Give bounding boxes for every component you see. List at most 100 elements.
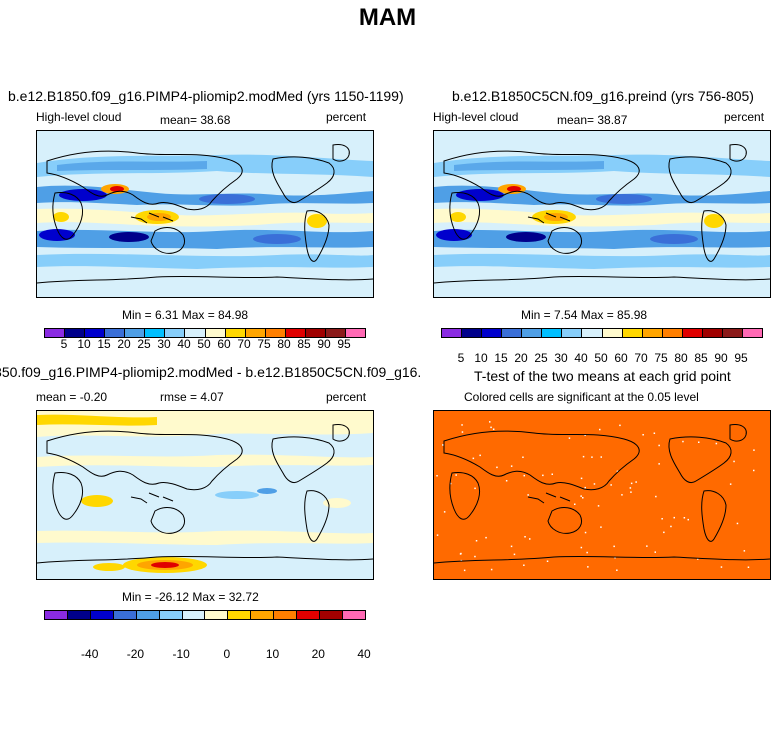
- colorbar-tick-label: 70: [634, 351, 648, 365]
- nonsignificant-cell: [629, 487, 632, 489]
- panel2-map: [433, 130, 771, 298]
- nonsignificant-cell: [591, 456, 593, 458]
- colorbar-swatch: [67, 611, 91, 619]
- nonsignificant-cell: [621, 494, 623, 496]
- colorbar-tick-label: -10: [172, 647, 190, 661]
- nonsignificant-cell: [436, 534, 439, 536]
- nonsignificant-cell: [697, 558, 699, 560]
- panel1-map: [36, 130, 374, 298]
- nonsignificant-cell: [614, 556, 616, 559]
- nonsignificant-cell: [463, 569, 466, 572]
- colorbar-swatch: [482, 329, 503, 337]
- colorbar-swatch: [265, 329, 286, 337]
- colorbar-tick-label: 25: [137, 337, 151, 351]
- colorbar-tick-label: 15: [494, 351, 508, 365]
- nonsignificant-cell: [582, 497, 584, 499]
- colorbar-swatch: [642, 329, 663, 337]
- nonsignificant-cell: [529, 538, 531, 540]
- colorbar-swatch: [582, 329, 603, 337]
- nonsignificant-cell: [654, 551, 656, 553]
- nonsignificant-cell: [496, 466, 498, 469]
- nonsignificant-cell: [646, 545, 648, 547]
- nonsignificant-cell: [619, 424, 621, 427]
- panel1-colorbar: [44, 328, 366, 338]
- panel1-map-svg: [37, 131, 373, 297]
- nonsignificant-cell: [580, 495, 582, 497]
- nonsignificant-cell: [449, 482, 452, 485]
- colorbar-swatch: [182, 611, 206, 619]
- colorbar-swatch: [542, 329, 563, 337]
- nonsignificant-cell: [490, 426, 492, 429]
- nonsignificant-cell: [593, 483, 596, 485]
- nonsignificant-cell: [753, 449, 755, 451]
- nonsignificant-cell: [729, 483, 732, 485]
- colorbar-swatch: [682, 329, 703, 337]
- colorbar-swatch: [125, 329, 146, 337]
- panel1-title: b.e12.B1850.f09_g16.PIMP4-pliomip2.modMe…: [8, 88, 404, 104]
- nonsignificant-cell: [642, 434, 644, 436]
- colorbar-swatch: [305, 329, 326, 337]
- panel2-map-svg: [434, 131, 770, 297]
- panel2-min-max: Min = 7.54 Max = 85.98: [521, 308, 648, 322]
- nonsignificant-cell: [658, 444, 660, 447]
- nonsignificant-cell: [492, 428, 495, 430]
- nonsignificant-cell: [568, 437, 571, 439]
- nonsignificant-cell: [635, 481, 637, 483]
- colorbar-swatch: [274, 611, 298, 619]
- colorbar-tick-label: 30: [554, 351, 568, 365]
- colorbar-tick-label: 0: [223, 647, 231, 661]
- colorbar-swatch: [702, 329, 723, 337]
- nonsignificant-cell: [747, 566, 750, 568]
- colorbar-swatch: [225, 329, 246, 337]
- panel1-field-label: High-level cloud: [36, 110, 122, 124]
- nonsignificant-cell: [546, 560, 549, 562]
- colorbar-tick-label: 50: [594, 351, 608, 365]
- panel2-title: b.e12.B1850C5CN.f09_g16.preind (yrs 756-…: [452, 88, 754, 104]
- nonsignificant-cell: [574, 503, 576, 505]
- colorbar-swatch: [602, 329, 623, 337]
- panel2-units: percent: [724, 110, 765, 124]
- colorbar-tick-label: 10: [265, 647, 280, 661]
- nonsignificant-cell: [523, 564, 525, 566]
- nonsignificant-cell: [479, 454, 481, 457]
- nonsignificant-cell: [584, 434, 586, 436]
- colorbar-swatch: [442, 329, 463, 337]
- nonsignificant-cell: [436, 475, 438, 477]
- nonsignificant-cell: [586, 551, 588, 554]
- nonsignificant-cell: [510, 545, 513, 548]
- nonsignificant-cell: [490, 568, 493, 571]
- colorbar-tick-label: 75: [654, 351, 668, 365]
- colorbar-swatch: [297, 611, 321, 619]
- nonsignificant-cell: [505, 480, 508, 482]
- colorbar-tick-label: 90: [714, 351, 728, 365]
- nonsignificant-cell: [616, 569, 618, 571]
- colorbar-tick-label: 40: [574, 351, 588, 365]
- nonsignificant-cell: [720, 566, 723, 568]
- nonsignificant-cell: [461, 431, 464, 433]
- colorbar-swatch: [45, 329, 66, 337]
- colorbar-swatch: [502, 329, 523, 337]
- colorbar-swatch: [90, 611, 114, 619]
- panel3-map-svg: [37, 411, 373, 579]
- panel3-min-max: Min = -26.12 Max = 32.72: [122, 590, 259, 604]
- colorbar-swatch: [245, 329, 266, 337]
- colorbar-tick-label: 25: [534, 351, 548, 365]
- colorbar-tick-label: 40: [357, 647, 371, 661]
- nonsignificant-cell: [687, 518, 689, 521]
- colorbar-tick-label: 75: [257, 337, 271, 351]
- nonsignificant-cell: [698, 441, 700, 443]
- nonsignificant-cell: [661, 518, 663, 520]
- nonsignificant-cell: [442, 444, 444, 446]
- colorbar-swatch: [662, 329, 683, 337]
- colorbar-tick-label: 5: [457, 351, 465, 365]
- nonsignificant-cell: [653, 432, 656, 434]
- colorbar-swatch: [205, 329, 226, 337]
- colorbar-swatch: [325, 329, 346, 337]
- nonsignificant-cell: [610, 484, 612, 486]
- colorbar-tick-label: 15: [97, 337, 111, 351]
- nonsignificant-cell: [616, 470, 619, 473]
- nonsignificant-cell: [510, 465, 513, 467]
- panel4-title: T-test of the two means at each grid poi…: [474, 368, 731, 384]
- panel3-colorbar: [44, 610, 366, 620]
- nonsignificant-cell: [551, 473, 553, 475]
